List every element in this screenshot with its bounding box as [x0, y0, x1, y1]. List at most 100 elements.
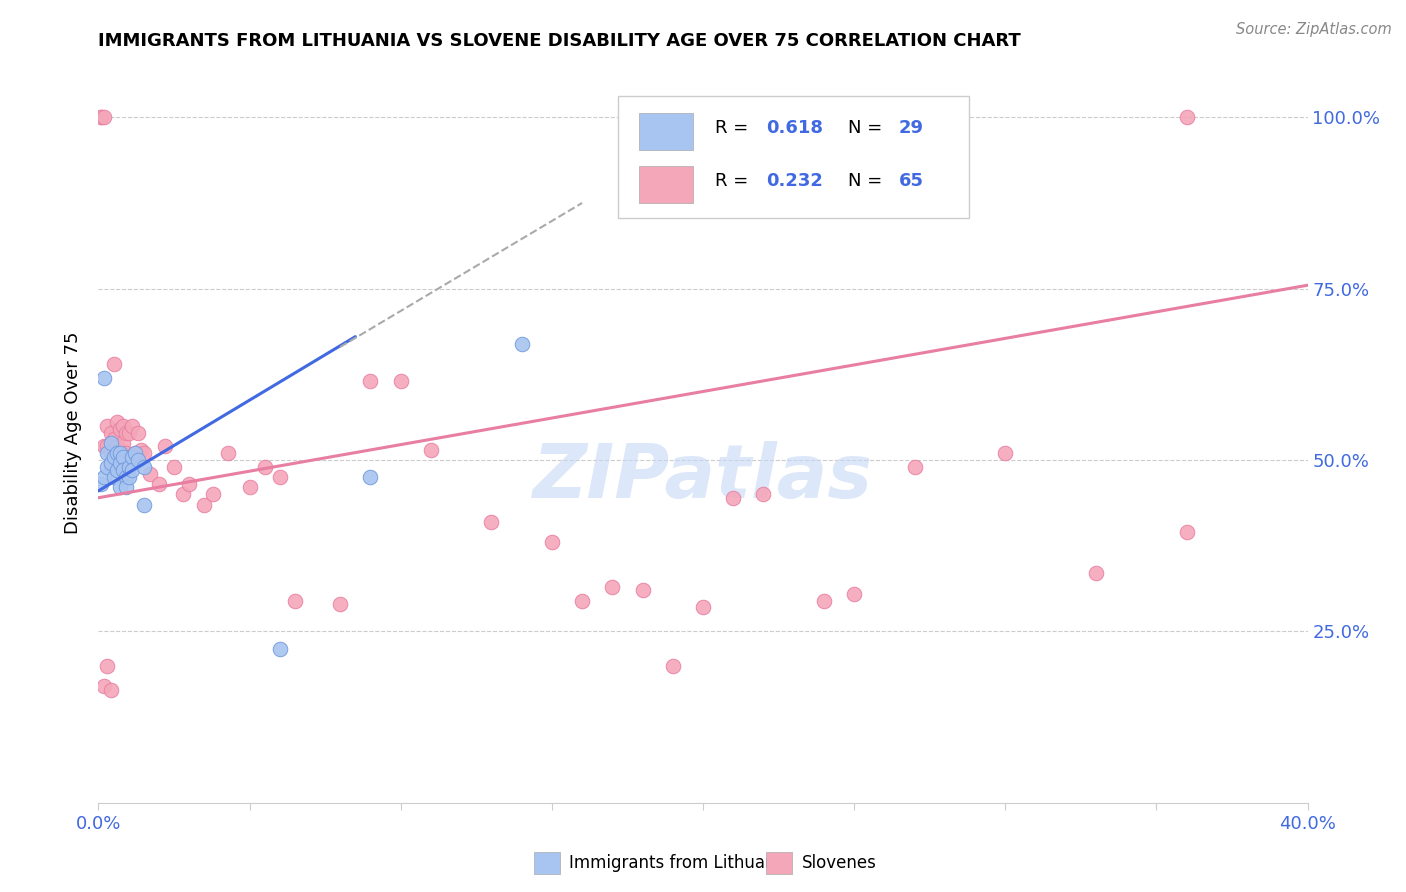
Point [360, 470, 382, 484]
Point [121, 418, 143, 433]
Point [1085, 566, 1108, 581]
Point [540, 535, 562, 549]
Point [253, 459, 276, 474]
Text: N =: N = [848, 119, 889, 136]
Point [96, 658, 118, 673]
Point [105, 463, 128, 477]
Point [844, 587, 866, 601]
Point [105, 446, 128, 460]
Point [752, 487, 775, 501]
Point [389, 374, 412, 388]
Point [108, 450, 131, 464]
Point [100, 682, 122, 697]
Point [118, 450, 141, 464]
Point [118, 470, 141, 484]
Point [114, 425, 136, 440]
Text: R =: R = [716, 172, 754, 190]
Point [269, 641, 291, 656]
Point [239, 480, 262, 494]
Point [127, 425, 149, 440]
Point [111, 463, 134, 477]
Point [111, 418, 134, 433]
Point [108, 446, 131, 460]
Point [118, 425, 141, 440]
Point [93, 371, 115, 385]
Point [114, 446, 136, 460]
Point [108, 457, 131, 471]
Point [100, 425, 122, 440]
Point [96, 439, 118, 453]
Point [148, 477, 170, 491]
Point [100, 436, 122, 450]
Point [93, 679, 115, 693]
Point [481, 515, 503, 529]
Point [1175, 524, 1198, 539]
Point [904, 459, 927, 474]
Point [420, 442, 443, 457]
Text: Source: ZipAtlas.com: Source: ZipAtlas.com [1236, 22, 1392, 37]
Point [571, 593, 593, 607]
Point [111, 450, 134, 464]
Point [121, 450, 143, 464]
Point [602, 580, 624, 594]
Point [631, 583, 654, 598]
Text: 65: 65 [898, 172, 924, 190]
Text: ZIPatlas: ZIPatlas [533, 441, 873, 514]
Point [100, 446, 122, 460]
Point [284, 593, 307, 607]
Point [100, 457, 122, 471]
Point [90, 110, 112, 124]
Point [127, 453, 149, 467]
Point [96, 459, 118, 474]
FancyBboxPatch shape [638, 167, 693, 203]
Text: 0.232: 0.232 [766, 172, 823, 190]
Point [96, 418, 118, 433]
Point [132, 498, 155, 512]
Point [93, 110, 115, 124]
Point [723, 491, 745, 505]
Point [124, 446, 146, 460]
Point [111, 436, 134, 450]
Point [103, 433, 125, 447]
Point [114, 470, 136, 484]
Point [121, 463, 143, 477]
Point [124, 446, 146, 460]
Point [661, 658, 683, 673]
Text: 0.618: 0.618 [766, 119, 823, 136]
Point [153, 439, 176, 453]
Point [103, 450, 125, 464]
Y-axis label: Disability Age Over 75: Disability Age Over 75 [65, 331, 83, 534]
Point [179, 477, 201, 491]
Point [163, 459, 186, 474]
Point [329, 597, 352, 611]
Text: Slovenes: Slovenes [801, 854, 876, 871]
Point [111, 463, 134, 477]
Point [1175, 110, 1198, 124]
Point [202, 487, 225, 501]
Text: Immigrants from Lithuania: Immigrants from Lithuania [569, 854, 790, 871]
Point [193, 498, 215, 512]
Point [360, 374, 382, 388]
Point [105, 415, 128, 429]
Text: N =: N = [848, 172, 889, 190]
Point [217, 446, 239, 460]
Point [108, 442, 131, 457]
Point [105, 439, 128, 453]
Point [90, 477, 112, 491]
Point [108, 480, 131, 494]
Point [132, 459, 155, 474]
Point [813, 593, 835, 607]
Point [132, 446, 155, 460]
Point [103, 357, 125, 371]
Point [510, 336, 533, 351]
Point [93, 470, 115, 484]
Point [994, 446, 1017, 460]
FancyBboxPatch shape [638, 113, 693, 150]
Point [139, 467, 162, 481]
Point [93, 439, 115, 453]
Point [269, 470, 291, 484]
Point [129, 442, 152, 457]
Point [118, 459, 141, 474]
Point [90, 110, 112, 124]
Point [172, 487, 194, 501]
